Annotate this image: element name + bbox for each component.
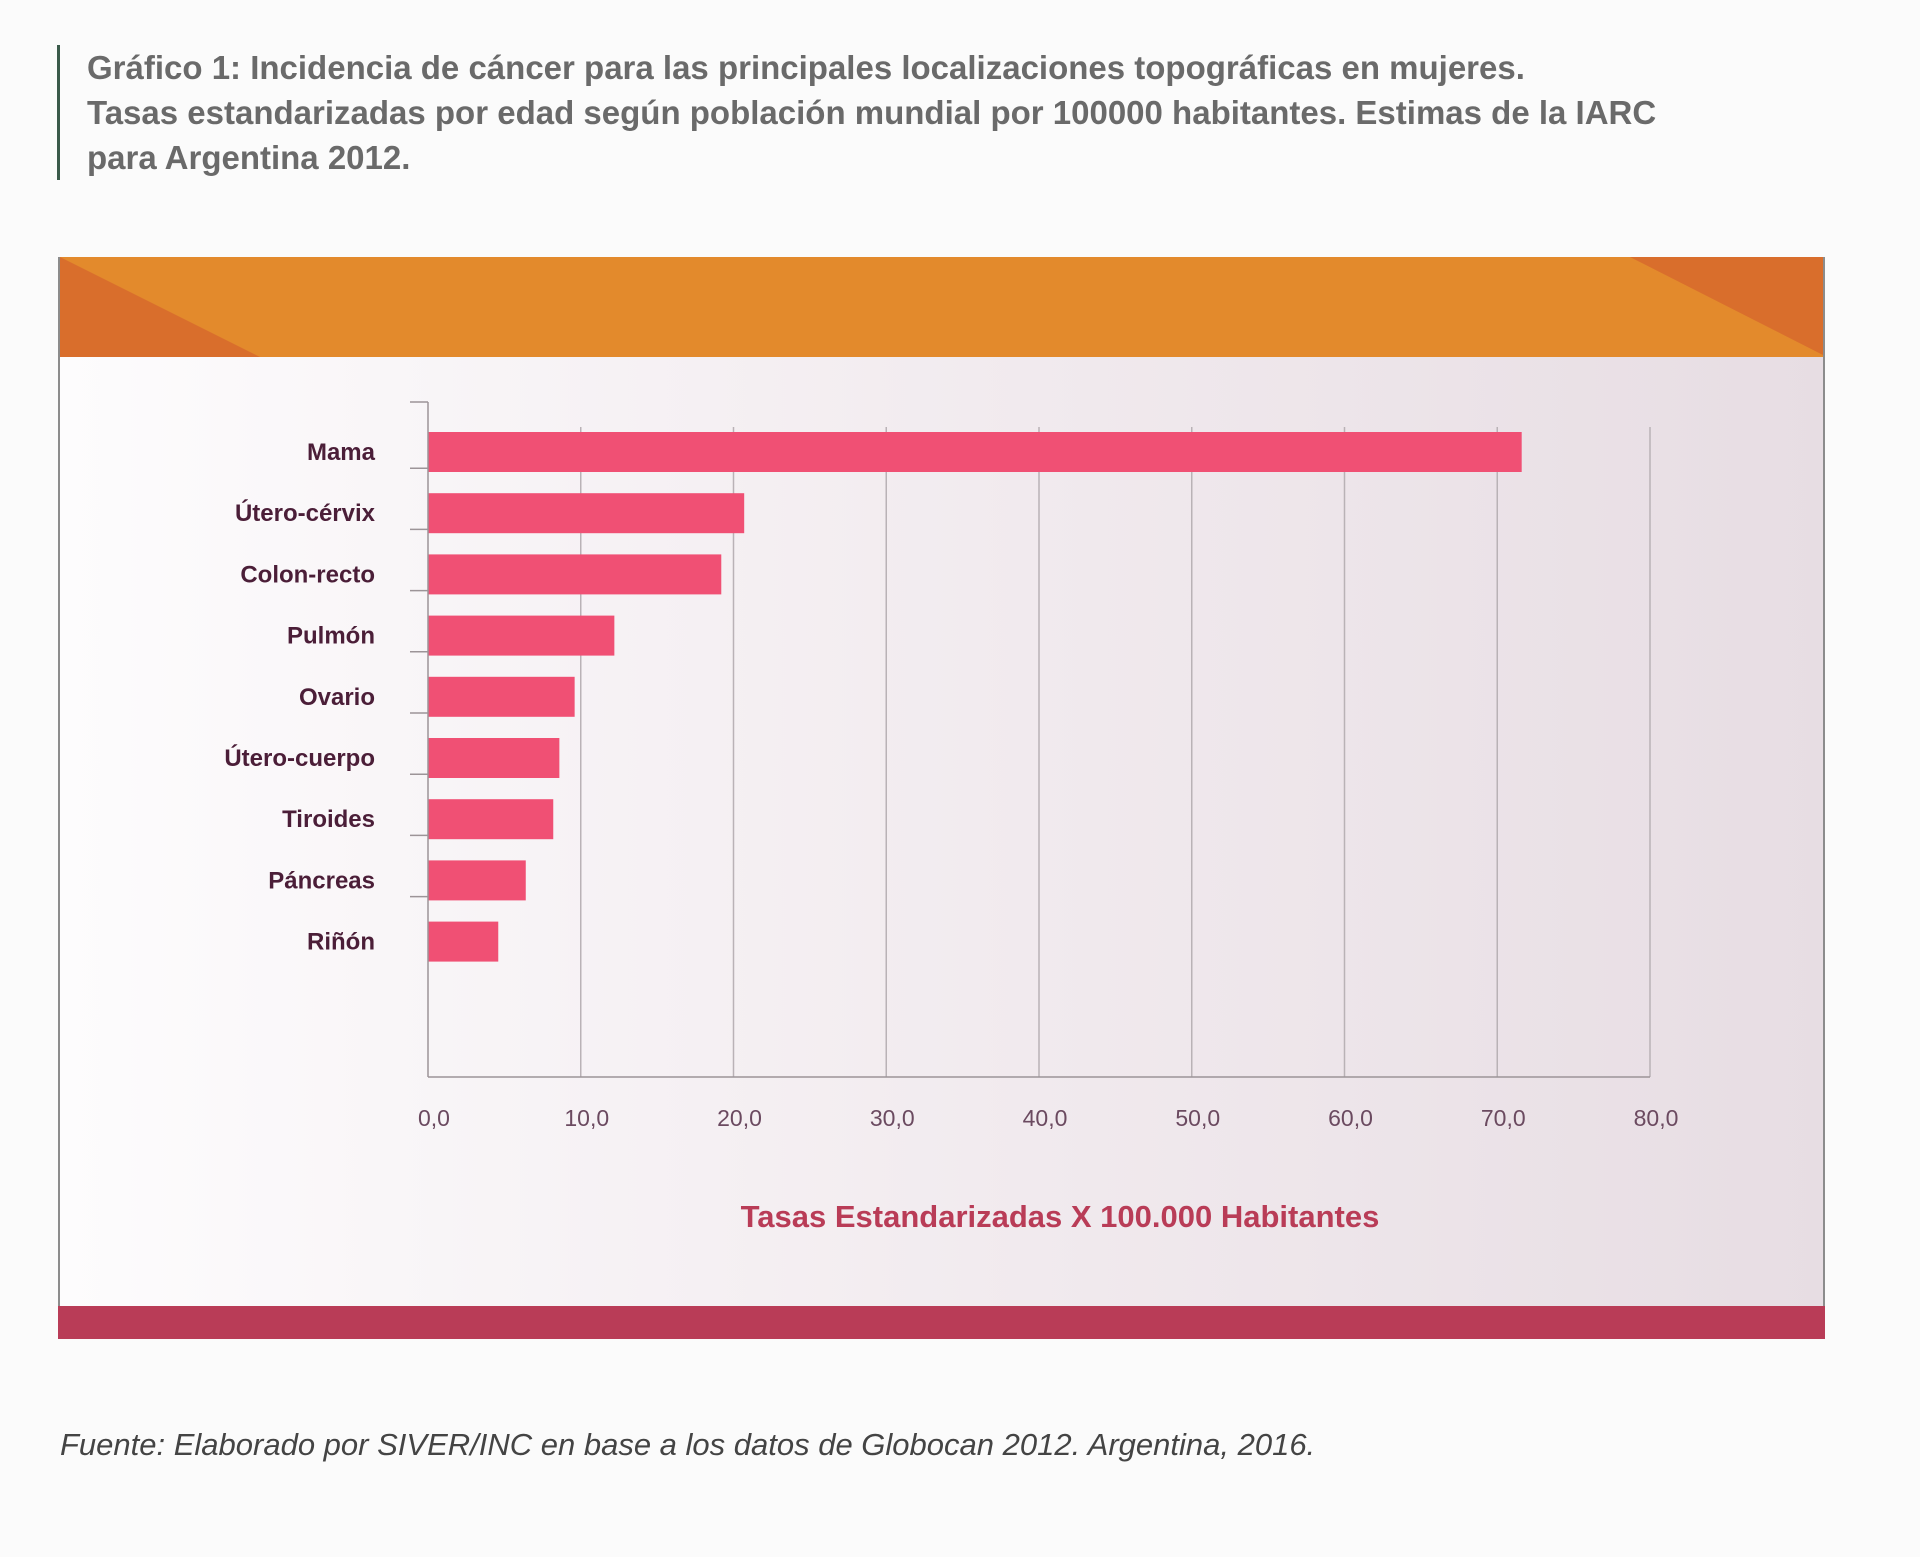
category-label: Riñón (307, 929, 375, 956)
category-labels: Mama Útero-cérvix Colon-recto Pulmón Ovario Ú… (224, 439, 375, 956)
title-line-2: Tasas estandarizadas por edad según pobl… (87, 94, 1657, 131)
axes (410, 401, 1650, 1078)
bar (428, 554, 722, 595)
title-line-1: Gráfico 1: Incidencia de cáncer para las… (87, 49, 1525, 86)
x-tick-label: 20,0 (717, 1105, 762, 1131)
band-corner-right (1630, 257, 1823, 355)
bar-chart: Mama Útero-cérvix Colon-recto Pulmón Ovario Ú… (224, 401, 1678, 1234)
x-tick-label: 0,0 (418, 1105, 450, 1131)
x-tick-label: 40,0 (1023, 1105, 1068, 1131)
category-label: Ovario (299, 684, 375, 711)
x-tick-label: 70,0 (1481, 1105, 1526, 1131)
bar (428, 738, 560, 778)
band-corners (60, 257, 1823, 357)
chart-title: Gráfico 1: Incidencia de cáncer para las… (57, 45, 1907, 180)
bottom-decorative-band (58, 1306, 1825, 1339)
title-line-3: para Argentina 2012. (87, 139, 411, 176)
bars (428, 432, 1522, 962)
x-axis-title: Tasas Estandarizadas X 100.000 Habitante… (741, 1199, 1380, 1234)
x-tick-label: 10,0 (564, 1105, 609, 1131)
grid-lines (580, 427, 1651, 1077)
bar (428, 432, 1522, 472)
category-label: Páncreas (268, 867, 375, 894)
category-label: Útero-cérvix (235, 499, 376, 527)
x-tick-label: 50,0 (1175, 1105, 1220, 1131)
category-label: Tiroides (282, 806, 375, 833)
category-label: Mama (307, 439, 376, 466)
x-tick-label: 60,0 (1328, 1105, 1373, 1131)
bar (428, 676, 575, 717)
bar (428, 921, 499, 962)
category-label: Útero-cuerpo (224, 744, 375, 772)
category-label: Pulmón (287, 623, 375, 650)
top-decorative-band (60, 257, 1823, 357)
x-tick-labels: 0,0 10,0 20,0 30,0 40,0 50,0 60,0 70,0 80,0 (418, 1105, 1678, 1131)
x-tick-label: 80,0 (1634, 1105, 1679, 1131)
bar (428, 615, 615, 656)
category-label: Colon-recto (240, 561, 375, 588)
x-tick-label: 30,0 (870, 1105, 915, 1131)
bar (428, 799, 554, 840)
bar (428, 493, 745, 534)
source-note: Fuente: Elaborado por SIVER/INC en base … (60, 1427, 1316, 1462)
chart-panel: Mama Útero-cérvix Colon-recto Pulmón Ovario Ú… (58, 257, 1825, 1339)
band-corner-left (60, 257, 260, 357)
bar (428, 860, 526, 901)
